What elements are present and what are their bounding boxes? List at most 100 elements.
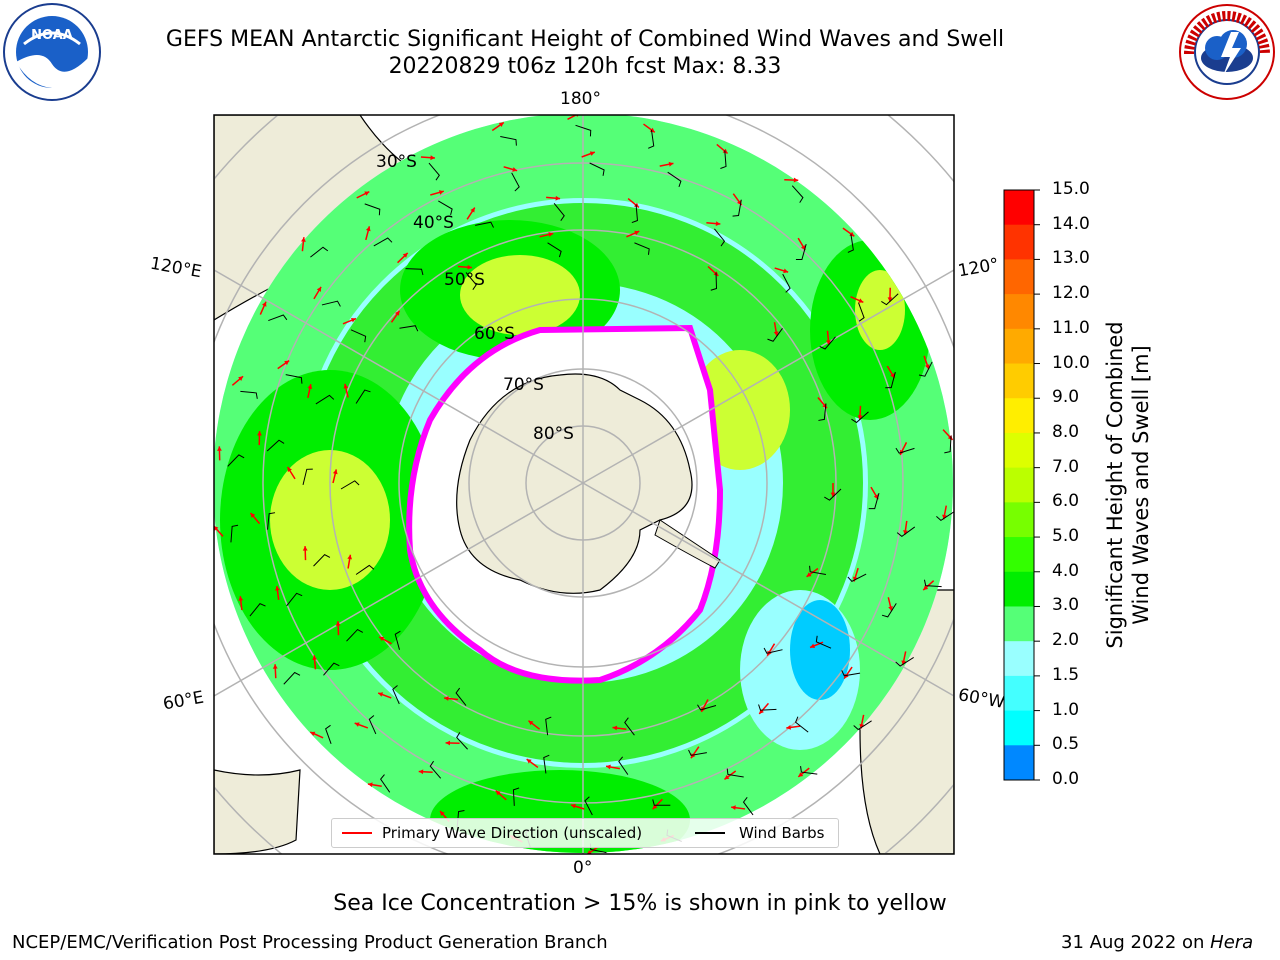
wave-arrow-head	[512, 167, 518, 172]
wind-barb	[944, 435, 952, 454]
wave-arrow-head	[810, 643, 816, 649]
wind-barb	[465, 272, 477, 291]
wind-barb	[355, 564, 375, 575]
footer-date-text: 31 Aug 2022 on	[1061, 932, 1211, 953]
wave-arrow-head	[301, 237, 306, 242]
wind-barb	[688, 749, 707, 756]
wave-arrow-head	[379, 636, 385, 642]
wave-arrow-head	[495, 790, 501, 796]
colorbar-tick-label: 10.0	[1052, 352, 1090, 373]
wave-arrow-head	[470, 207, 475, 213]
colorbar-tick-label: 0.5	[1052, 734, 1080, 755]
lat-label-30s: 30°S	[376, 152, 417, 172]
wind-barb	[824, 488, 842, 501]
wind-barb	[881, 603, 897, 618]
wave-arrow-head	[652, 804, 658, 810]
wind-barb	[511, 172, 520, 192]
noaa-logo: NOAA	[3, 3, 101, 101]
wind-barb	[249, 603, 266, 617]
wave-arrow-head	[528, 720, 534, 726]
colorbar-segment	[1004, 328, 1034, 365]
colorbar	[1003, 189, 1040, 781]
colorbar-title: Significant Height of Combined Wind Wave…	[1102, 321, 1154, 648]
wind-barb	[240, 390, 258, 399]
wave-arrow-head	[418, 769, 424, 775]
wave-arrow-head	[214, 526, 219, 531]
wind-barb	[782, 273, 791, 293]
wave-arrow-head	[649, 127, 655, 133]
wave-arrow-head	[217, 446, 222, 451]
wind-barb	[631, 204, 638, 224]
wind-barb	[758, 704, 777, 711]
wind-barb	[475, 221, 494, 228]
colorbar-title-line1: Significant Height of Combined	[1103, 321, 1127, 649]
wind-barb	[323, 662, 340, 676]
wind-barb	[392, 685, 400, 705]
wind-barb	[923, 579, 942, 588]
wind-barb	[652, 799, 671, 806]
chart-subtitle: 20220829 t06z 120h fcst Max: 8.33	[388, 54, 782, 79]
lat-label-50s: 50°S	[444, 270, 485, 290]
wave-arrow-head	[589, 151, 595, 156]
lat-label-40s: 40°S	[413, 213, 454, 233]
colorbar-segment	[1004, 537, 1034, 573]
wind-barb	[858, 302, 865, 322]
wind-barb	[438, 200, 453, 215]
wave-arrow-head	[367, 782, 373, 788]
colorbar-tick-label: 2.0	[1052, 630, 1080, 651]
wind-barb	[800, 766, 818, 775]
wave-arrow-head	[942, 514, 947, 520]
colorbar-segment	[1004, 190, 1034, 226]
wind-barb	[268, 314, 288, 322]
wave-arrow-head	[887, 297, 893, 302]
colorbar-tick-label: 11.0	[1052, 317, 1090, 338]
map-legend: Primary Wave Direction (unscaled) Wind B…	[331, 818, 839, 848]
wave-arrow-head	[395, 310, 400, 316]
wave-arrow-head	[445, 740, 451, 746]
wave-arrow-head	[634, 230, 640, 236]
colorbar-tick-label: 0.0	[1052, 769, 1080, 789]
wind-barb	[355, 389, 371, 404]
africa-land	[214, 769, 301, 854]
wind-barb	[936, 511, 954, 522]
lat-label-80s: 80°S	[533, 424, 574, 444]
wave-arrow	[567, 115, 578, 120]
wave-arrow-head	[773, 331, 779, 337]
wave-arrow-head	[335, 621, 341, 626]
footer-machine: Hera	[1210, 932, 1254, 953]
wave-arrow-head	[548, 232, 554, 237]
colorbar-frame	[1003, 189, 1035, 781]
wind-barb	[868, 493, 880, 510]
wave-arrow-head	[262, 301, 267, 307]
wind-barb	[315, 394, 335, 405]
wind-barb	[618, 756, 629, 775]
wave-arrow-head	[312, 655, 317, 660]
wave-arrow-head	[287, 467, 292, 472]
antarctic-peninsula	[654, 519, 721, 569]
wind-barb	[895, 447, 915, 454]
wind-barb	[732, 199, 742, 217]
wind-barb	[399, 325, 419, 332]
wave-arrow-head	[606, 764, 611, 770]
wave-arrow-head	[873, 494, 879, 500]
colorbar-segment	[1004, 606, 1034, 642]
wave-arrow-head	[890, 373, 895, 379]
wind-barb	[726, 768, 744, 778]
sea-ice-caption: Sea Ice Concentration > 15% is shown in …	[333, 891, 947, 916]
wind-barb	[429, 760, 442, 779]
wave-arrow-head	[587, 850, 592, 854]
wind-barb	[325, 724, 332, 745]
wind-barb	[302, 468, 313, 485]
wave-arrow-head	[250, 512, 256, 518]
wind-barb	[851, 411, 869, 424]
wave-arrow-head	[440, 810, 445, 816]
wind-barb	[584, 796, 593, 816]
wave-arrow-head	[365, 226, 371, 232]
wave-arrow-head	[731, 805, 736, 811]
wind-barb	[321, 300, 341, 307]
svg-text:NOAA: NOAA	[31, 28, 73, 43]
wind-barb	[714, 228, 726, 247]
wind-barb	[697, 704, 717, 711]
wave-arrow-head	[924, 364, 930, 370]
wind-barb	[266, 439, 285, 452]
